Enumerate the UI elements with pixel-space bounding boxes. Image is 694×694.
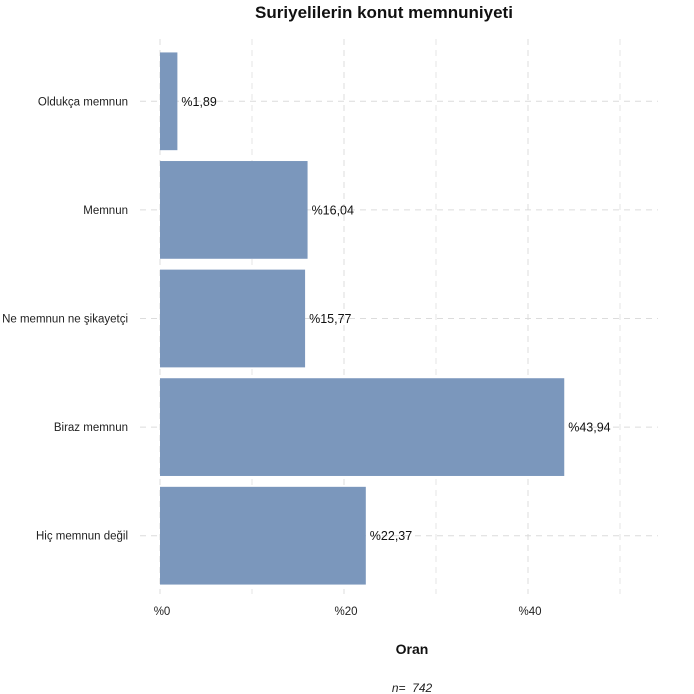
y-tick-label: Hiç memnun değil	[36, 531, 128, 543]
x-tick-label: %40	[518, 606, 541, 618]
bar-value-label: %16,04	[312, 203, 354, 217]
x-axis-label: Oran	[396, 641, 429, 657]
bar	[160, 269, 306, 368]
x-axis-tick-labels: %0 %20 %40	[154, 606, 542, 618]
bar	[160, 486, 366, 585]
bar-value-label: %22,37	[370, 529, 412, 543]
y-tick-label: Ne memnun ne şikayetçi	[2, 314, 128, 326]
y-axis-tick-labels: Oldukça memnun Memnun Ne memnun ne şikayet…	[2, 96, 128, 542]
bar	[160, 52, 178, 151]
bar-value-label: %43,94	[568, 421, 610, 435]
y-tick-label: Biraz memnun	[54, 422, 128, 434]
bar	[160, 161, 308, 259]
bar-value-label: %15,77	[309, 312, 351, 326]
y-tick-label: Oldukça memnun	[38, 96, 128, 108]
bar-value-label: %1,89	[181, 95, 216, 109]
grid-lines	[140, 39, 658, 594]
y-tick-label: Memnun	[83, 205, 128, 217]
bars	[160, 52, 565, 585]
sample-size-caption: n= 742	[392, 681, 433, 694]
x-tick-label: %20	[334, 606, 357, 618]
chart-title: Suriyelilerin konut memnuniyeti	[255, 3, 513, 22]
data-labels: %1,89 %16,04 %15,77 %43,94 %22,37	[181, 95, 610, 543]
bar	[160, 378, 565, 476]
x-tick-label: %0	[154, 606, 171, 618]
